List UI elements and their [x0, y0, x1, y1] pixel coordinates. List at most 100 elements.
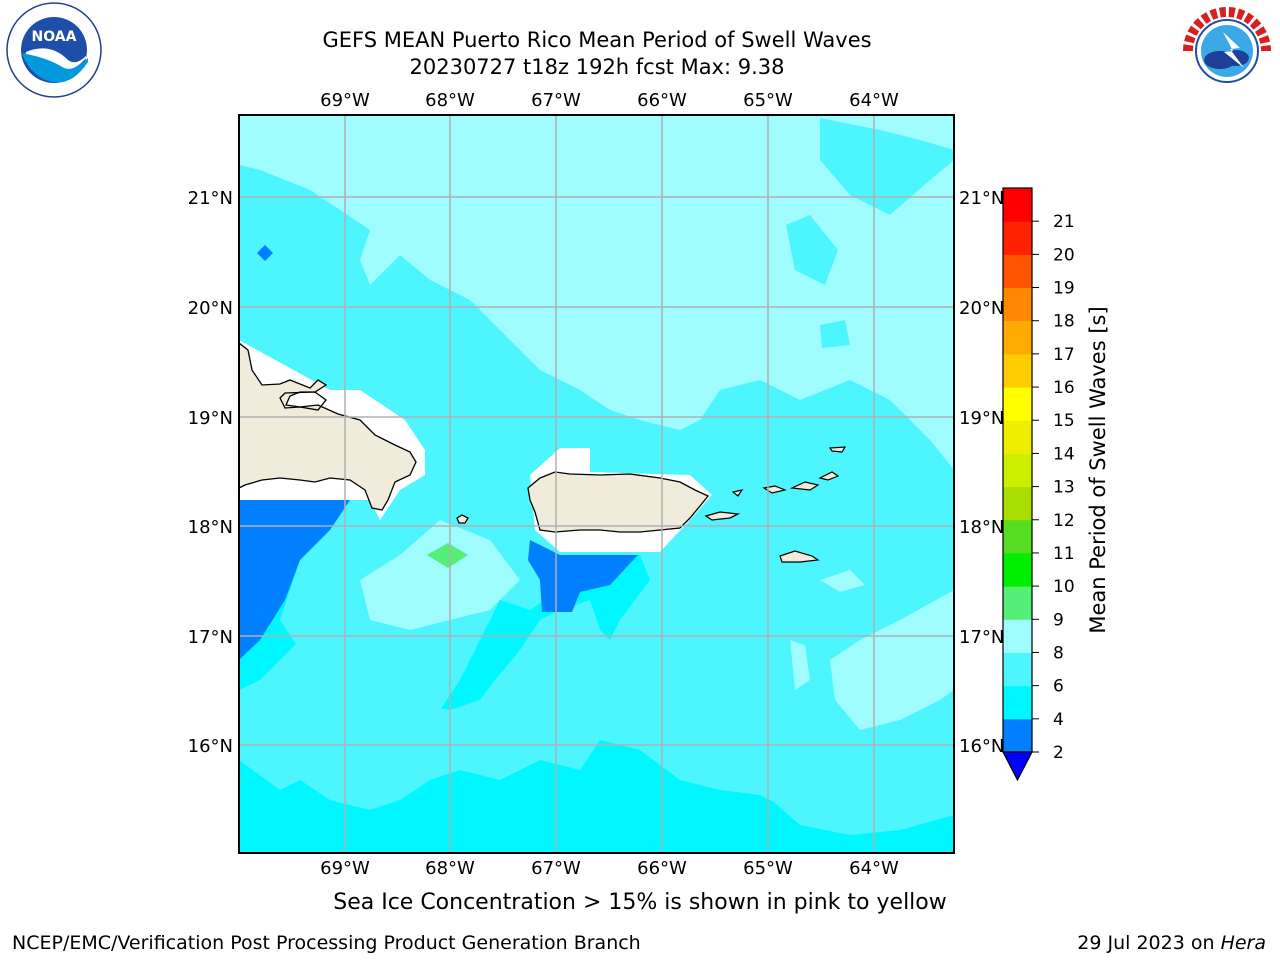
colorbar-segment	[1003, 287, 1032, 322]
lat-labels-right: 21°N 20°N 19°N 18°N 17°N 16°N	[959, 188, 1004, 757]
lon-tick-label: 66°W	[637, 858, 687, 879]
colorbar-tick-label: 16	[1053, 378, 1075, 398]
colorbar-tick-label: 15	[1053, 411, 1075, 431]
colorbar-tick-label: 9	[1053, 610, 1064, 630]
lon-tick-label: 65°W	[743, 90, 793, 111]
lat-tick-label: 19°N	[188, 408, 233, 429]
noaa-logo: NOAA	[6, 2, 102, 98]
nws-logo	[1178, 2, 1276, 100]
mid-swell-region	[820, 320, 850, 348]
colorbar-segment	[1003, 254, 1032, 289]
colorbar-segment	[1003, 685, 1032, 720]
colorbar-tick-label: 18	[1053, 312, 1075, 332]
lat-tick-label: 21°N	[959, 188, 1004, 209]
lat-labels-left: 21°N 20°N 19°N 18°N 17°N 16°N	[188, 188, 233, 757]
colorbar: 2 4 6 8 9 10 11 12 13 14 15 16 17 18 19 20 21	[1002, 187, 1075, 782]
gridlines	[239, 115, 954, 853]
lon-tick-label: 65°W	[743, 858, 793, 879]
colorbar-tick-label: 21	[1053, 212, 1075, 232]
land-anegada	[828, 446, 847, 453]
colorbar-tick-label: 20	[1053, 245, 1075, 265]
land-mona	[456, 514, 469, 524]
colorbar-segment	[1003, 619, 1032, 653]
run-date: 29 Jul 2023 on Hera	[1077, 932, 1266, 954]
samana-peninsula	[279, 391, 327, 411]
colorbar-segment	[1003, 188, 1032, 222]
low-swell-spot	[257, 245, 273, 261]
lon-labels-top: 69°W 68°W 67°W 66°W 65°W 64°W	[320, 90, 899, 111]
colorbar-tick-label: 10	[1053, 577, 1075, 597]
colorbar-tick-label: 17	[1053, 345, 1075, 365]
mid-swell-region	[786, 215, 838, 285]
colorbar-tick-label: 8	[1053, 643, 1064, 663]
colorbar-segment	[1003, 586, 1032, 620]
light-swell-region	[790, 640, 810, 690]
sea-ice-note: Sea Ice Concentration > 15% is shown in …	[0, 890, 1280, 915]
land-culebra	[731, 489, 744, 497]
lat-tick-label: 20°N	[959, 298, 1004, 319]
swell-contours	[239, 115, 954, 853]
lon-labels-bottom: 69°W 68°W 67°W 66°W 65°W 64°W	[320, 858, 899, 879]
map-subtitle: 20230727 t18z 192h fcst Max: 9.38	[409, 55, 785, 79]
noaa-logo-text: NOAA	[32, 29, 77, 45]
lon-tick-label: 64°W	[849, 90, 899, 111]
colorbar-tick-label: 14	[1053, 444, 1075, 464]
colorbar-label: Mean Period of Swell Waves [s]	[1086, 306, 1110, 633]
colorbar-segment	[1003, 353, 1032, 388]
colorbar-segment	[1003, 453, 1032, 488]
land-virgin-gorda	[818, 471, 840, 481]
colorbar-segment	[1003, 718, 1032, 753]
lat-tick-label: 17°N	[188, 627, 233, 648]
light-swell-region	[360, 520, 520, 630]
lat-tick-label: 19°N	[959, 408, 1004, 429]
credit-text: NCEP/EMC/Verification Post Processing Pr…	[12, 932, 641, 954]
colorbar-segment	[1003, 320, 1032, 355]
lat-tick-label: 16°N	[188, 736, 233, 757]
land-vieques	[704, 511, 741, 521]
colorbar-frame	[1002, 187, 1033, 753]
colorbar-segment	[1003, 387, 1032, 421]
lon-tick-label: 68°W	[425, 90, 475, 111]
colorbar-segment	[1003, 552, 1032, 587]
light-swell-region	[830, 590, 954, 730]
lat-tick-label: 21°N	[188, 188, 233, 209]
land-st-thomas	[762, 485, 788, 494]
lon-tick-label: 69°W	[320, 90, 370, 111]
map-title: GEFS MEAN Puerto Rico Mean Period of Swe…	[322, 28, 872, 52]
light-swell-region	[585, 280, 615, 312]
colorbar-tick-label: 13	[1053, 478, 1075, 498]
light-swell-region	[820, 570, 865, 592]
sea-ice-text: Sea Ice Concentration > 15% is shown in …	[333, 890, 947, 915]
lon-tick-label: 67°W	[531, 858, 581, 879]
land-st-croix	[779, 550, 820, 563]
colorbar-segment	[1003, 221, 1032, 255]
lat-tick-label: 18°N	[959, 517, 1004, 538]
map-frame	[238, 114, 955, 854]
colorbar-segment	[1003, 486, 1032, 521]
colorbar-segment	[1003, 420, 1032, 454]
mid-swell-region	[239, 600, 954, 820]
lon-tick-label: 67°W	[531, 90, 581, 111]
land-hispaniola	[239, 342, 417, 511]
colorbar-tick-label: 6	[1053, 677, 1064, 697]
lat-tick-label: 17°N	[959, 627, 1004, 648]
colorbar-tick-label: 19	[1053, 279, 1075, 299]
colorbar-tick-label: 4	[1053, 710, 1064, 730]
lon-tick-label: 66°W	[637, 90, 687, 111]
run-date-text: 29 Jul 2023 on	[1077, 932, 1221, 954]
lat-tick-label: 20°N	[188, 298, 233, 319]
machine-name: Hera	[1220, 932, 1266, 954]
lon-tick-label: 69°W	[320, 858, 370, 879]
colorbar-segment	[1003, 652, 1032, 687]
light-swell-region	[700, 340, 745, 380]
lat-tick-label: 18°N	[188, 517, 233, 538]
lat-tick-label: 16°N	[959, 736, 1004, 757]
lon-tick-label: 68°W	[425, 858, 475, 879]
low-swell-region	[239, 500, 350, 660]
land-tortola	[789, 481, 820, 491]
colorbar-tick-label: 12	[1053, 511, 1075, 531]
lon-tick-label: 64°W	[849, 858, 899, 879]
colorbar-under-arrow	[1002, 751, 1033, 782]
land-puerto-rico	[527, 471, 710, 533]
